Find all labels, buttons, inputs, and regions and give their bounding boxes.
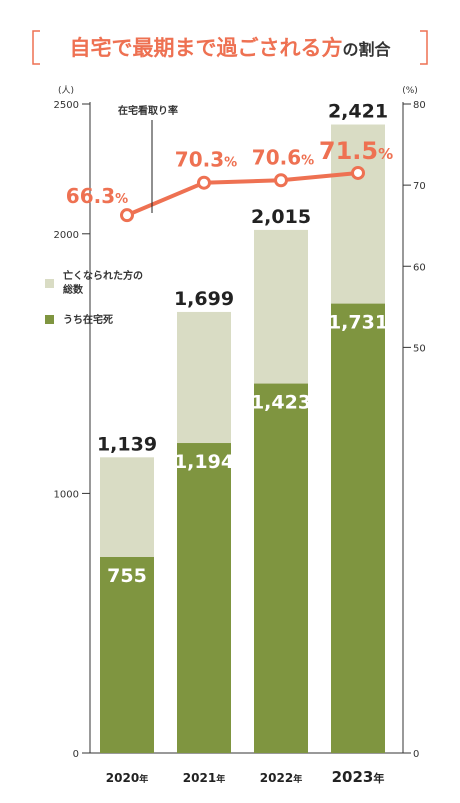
right-axis-tick-label: 70 [413,181,426,192]
rate-point [274,173,288,188]
chart-title: 自宅で最期まで過ごされる方の割合 [32,30,428,65]
legend-total-label-line2: 総数 [63,283,84,296]
right-axis-unit: (%) [402,86,418,96]
right-axis-tick-label: 80 [413,100,426,111]
data-labels: 1,139 755 1,699 1,194 2,015 1,423 2,421 1,731 66… [66,101,393,587]
home-value-label: 1,731 [328,312,388,334]
total-value-label: 2,421 [328,101,388,123]
total-value-label: 1,699 [174,288,234,310]
year-label: 2021年 [183,771,225,785]
title-prefix: 自宅で最期まで過ごされる方 [69,36,342,60]
left-axis-tick-label: 0 [73,749,79,760]
rate-unit: % [224,156,237,171]
legend-home-swatch [45,315,54,324]
title-suffix: の割合 [342,40,391,59]
home-value-label: 755 [107,565,147,587]
title-bracket-left [32,30,40,65]
year-label: 2022年 [260,771,302,785]
right-axis: 0 50 60 70 80 [402,100,426,760]
legend-total-label-line1: 亡くなられた方の [63,269,143,282]
year-suffix: 年 [373,771,384,785]
home-value-label: 1,194 [174,451,234,473]
legend-total-swatch [45,279,54,288]
bar-home [254,383,308,753]
total-value-label: 1,139 [97,433,157,455]
left-axis-tick-label: 2000 [54,230,79,241]
year-label: 2020年 [106,771,148,785]
rate-unit: % [115,192,128,207]
x-axis-labels: 2020年 2021年 2022年 2023年 [106,768,385,786]
bar-home [100,557,154,753]
bars [100,124,385,753]
rate-value-label: 70.3% [175,148,237,172]
year-value: 2023 [332,768,374,786]
year-value: 2021 [183,771,216,785]
right-axis-tick-label: 50 [413,343,426,354]
title-text: 自宅で最期まで過ごされる方の割合 [69,36,391,60]
rate-value-label: 66.3% [66,184,128,208]
year-suffix: 年 [293,773,302,785]
rate-unit: % [378,145,393,163]
bar-home [331,303,385,753]
total-value-label: 2,015 [251,206,311,228]
year-value: 2020 [106,771,139,785]
rate-value: 66.3 [66,184,115,208]
title-bracket-right [420,30,428,65]
rate-point [351,165,365,180]
legend-home-label: うち在宅死 [63,313,113,326]
year-value: 2022 [260,771,293,785]
rate-value-label: 70.6% [252,145,314,169]
bar-home [177,443,231,753]
home-value-label: 1,423 [251,392,311,414]
rate-unit: % [301,153,314,168]
rate-value: 70.3 [175,148,224,172]
year-suffix: 年 [216,773,225,785]
rate-line [120,165,365,223]
year-suffix: 年 [139,773,148,785]
rate-callout: 在宅看取り率 [118,104,178,213]
right-axis-tick-label: 0 [413,749,419,760]
rate-value-label: 71.5% [319,137,393,165]
rate-value: 71.5 [319,137,378,165]
year-label: 2023年 [332,768,385,786]
rate-point [197,175,211,190]
left-axis-tick-label: 1000 [54,489,79,500]
legend: 亡くなられた方の 総数 うち在宅死 [45,269,143,326]
left-axis-tick-label: 2500 [54,100,79,111]
right-axis-tick-label: 60 [413,262,426,273]
rate-callout-label: 在宅看取り率 [118,104,178,117]
rate-point [120,208,134,223]
rate-line-path [126,170,359,217]
rate-value: 70.6 [252,145,301,169]
left-axis-unit: (人) [58,85,74,96]
